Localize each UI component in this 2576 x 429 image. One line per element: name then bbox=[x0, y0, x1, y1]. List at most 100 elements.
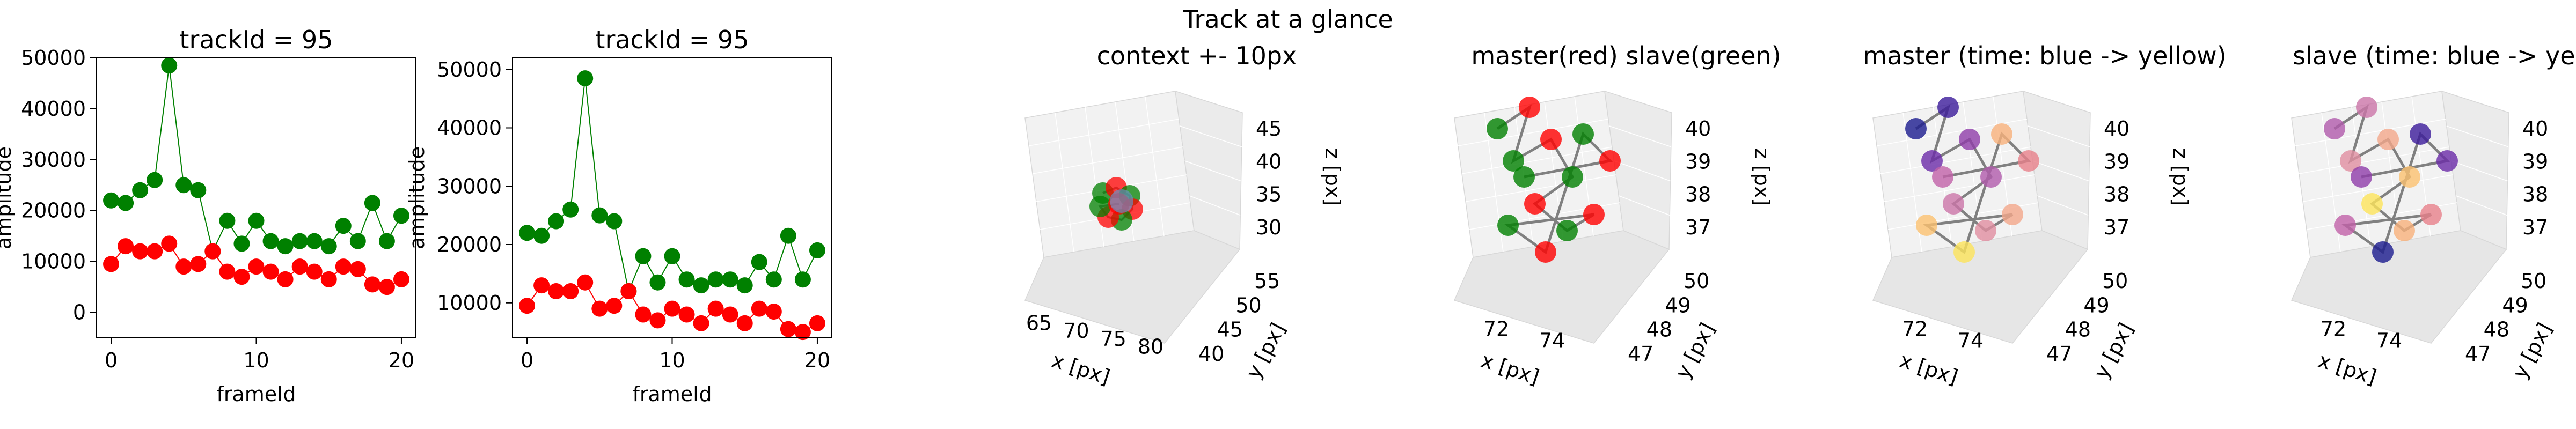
data-point bbox=[736, 315, 753, 331]
data-point bbox=[809, 242, 825, 258]
chart-title: context +- 10px bbox=[1097, 41, 1297, 70]
y-tick-label: 0 bbox=[73, 301, 86, 324]
chart-title: slave (time: blue -> yellow) bbox=[2293, 41, 2576, 70]
z-tick-label: 35 bbox=[1256, 183, 1282, 206]
data-point bbox=[190, 182, 207, 198]
data-point bbox=[132, 243, 149, 260]
data-point bbox=[277, 271, 294, 287]
plots: trackId = 95 frameId amplitude 0 10 20 0 10000 2… bbox=[0, 25, 2576, 406]
data-point bbox=[562, 283, 579, 299]
data-point bbox=[175, 258, 192, 275]
grid-line bbox=[1461, 146, 1613, 174]
data-point bbox=[1953, 241, 1975, 263]
data-point bbox=[1959, 129, 1980, 150]
chart-title: trackId = 95 bbox=[595, 25, 749, 54]
data-point bbox=[2340, 150, 2361, 172]
data-point bbox=[765, 304, 782, 320]
chart-title: master(red) slave(green) bbox=[1471, 41, 1781, 70]
data-point bbox=[2399, 166, 2420, 188]
data-point bbox=[103, 192, 120, 209]
z-tick-label: 39 bbox=[1685, 150, 1711, 173]
data-point bbox=[577, 70, 594, 87]
data-point bbox=[591, 207, 608, 224]
y-tick-label: 55 bbox=[1254, 269, 1280, 293]
z-tick-label: 30 bbox=[1256, 216, 1282, 239]
floor-pane bbox=[1024, 230, 1241, 344]
data-point bbox=[707, 300, 724, 317]
y-tick-label: 30000 bbox=[21, 148, 86, 172]
data-point bbox=[519, 298, 536, 314]
data-point bbox=[722, 271, 738, 288]
data-point bbox=[780, 321, 796, 337]
data-point bbox=[2018, 150, 2039, 172]
data-point bbox=[320, 271, 337, 287]
data-point bbox=[248, 212, 265, 229]
y-axis-label: amplitude bbox=[0, 146, 16, 249]
y-tick-label: 49 bbox=[1665, 293, 1690, 317]
data-point bbox=[147, 243, 163, 260]
data-point bbox=[664, 248, 680, 264]
data-point bbox=[103, 256, 120, 272]
x-tick-label: 80 bbox=[1138, 335, 1163, 359]
grid-line bbox=[1145, 96, 1165, 236]
data-point bbox=[147, 172, 163, 188]
data-point bbox=[519, 225, 536, 241]
axes-frame bbox=[512, 57, 832, 338]
y-tick-label: 45 bbox=[1217, 318, 1243, 342]
y-tick-label: 50 bbox=[1684, 269, 1709, 293]
data-point bbox=[1583, 204, 1605, 225]
data-point bbox=[548, 283, 565, 299]
data-point bbox=[378, 279, 395, 295]
data-point bbox=[2377, 129, 2399, 150]
data-point bbox=[809, 315, 825, 331]
data-point bbox=[1524, 193, 1546, 214]
y-tick-label: 40 bbox=[1198, 342, 1224, 366]
data-point bbox=[1503, 150, 1524, 172]
data-point bbox=[1921, 150, 1943, 172]
y-axis-label: y [px] bbox=[1241, 319, 1290, 383]
y-axis-label: y [px] bbox=[1671, 319, 1719, 383]
z-tick-label: 37 bbox=[2522, 216, 2548, 239]
data-point bbox=[364, 276, 380, 293]
data-point bbox=[1937, 97, 1959, 118]
data-point bbox=[1513, 166, 1535, 188]
y-tick-label: 49 bbox=[2502, 293, 2528, 317]
line-chart-1: trackId = 95 frameId amplitude 0 10 20 0 10000 2… bbox=[0, 25, 416, 406]
data-point bbox=[649, 312, 666, 329]
data-point bbox=[1599, 150, 1621, 172]
data-point bbox=[794, 324, 811, 341]
x-tick-label: 74 bbox=[1958, 329, 1984, 353]
x-tick-label: 75 bbox=[1100, 327, 1126, 351]
data-point bbox=[219, 263, 236, 280]
data-point bbox=[190, 256, 207, 272]
z-tick-label: 39 bbox=[2104, 150, 2129, 173]
y-tick-label: 50000 bbox=[21, 46, 86, 70]
grid-line bbox=[1055, 112, 1074, 253]
line-chart-2: trackId = 95 frameId amplitude 0 10 20 10000 20… bbox=[405, 25, 832, 406]
grid-line bbox=[2446, 125, 2508, 147]
data-point bbox=[780, 227, 796, 244]
data-point bbox=[393, 208, 409, 224]
y-tick-label: 30000 bbox=[437, 174, 502, 198]
data-point bbox=[664, 300, 680, 317]
grid-line bbox=[1189, 195, 1241, 216]
grid-line bbox=[1028, 119, 1180, 146]
data-point bbox=[1487, 118, 1508, 139]
data-point bbox=[2436, 150, 2458, 172]
data-point bbox=[548, 213, 565, 230]
data-point bbox=[736, 277, 753, 294]
data-point bbox=[291, 258, 308, 275]
grid-line bbox=[2299, 146, 2450, 174]
data-point bbox=[349, 233, 366, 249]
data-point bbox=[1980, 166, 2002, 188]
grid-line bbox=[1880, 146, 2031, 174]
y-axis-label: amplitude bbox=[405, 146, 429, 249]
data-point bbox=[591, 300, 608, 317]
data-point bbox=[1572, 123, 1594, 145]
y-tick-label: 48 bbox=[2065, 318, 2091, 342]
data-point bbox=[175, 177, 192, 194]
y-axis-label: y [px] bbox=[2089, 319, 2138, 383]
data-point bbox=[577, 274, 594, 291]
z-axis-label: z [px] bbox=[1750, 148, 1774, 206]
